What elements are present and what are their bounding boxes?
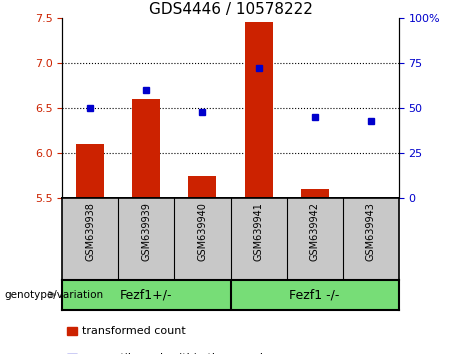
- Title: GDS4446 / 10578222: GDS4446 / 10578222: [148, 1, 313, 17]
- Text: Fezf1+/-: Fezf1+/-: [120, 288, 172, 301]
- Bar: [76, 144, 104, 198]
- Text: GSM639942: GSM639942: [310, 202, 319, 261]
- Bar: [244, 22, 272, 198]
- Text: GSM639940: GSM639940: [197, 202, 207, 261]
- Bar: [189, 176, 217, 198]
- Text: Fezf1 -/-: Fezf1 -/-: [290, 288, 340, 301]
- Bar: [132, 99, 160, 198]
- Text: GSM639941: GSM639941: [254, 202, 264, 261]
- Text: transformed count: transformed count: [82, 326, 185, 336]
- Bar: [301, 189, 329, 198]
- Text: genotype/variation: genotype/variation: [5, 290, 104, 300]
- Text: GSM639943: GSM639943: [366, 202, 376, 261]
- Text: percentile rank within the sample: percentile rank within the sample: [82, 353, 270, 354]
- Text: GSM639938: GSM639938: [85, 202, 95, 261]
- Text: GSM639939: GSM639939: [142, 202, 151, 261]
